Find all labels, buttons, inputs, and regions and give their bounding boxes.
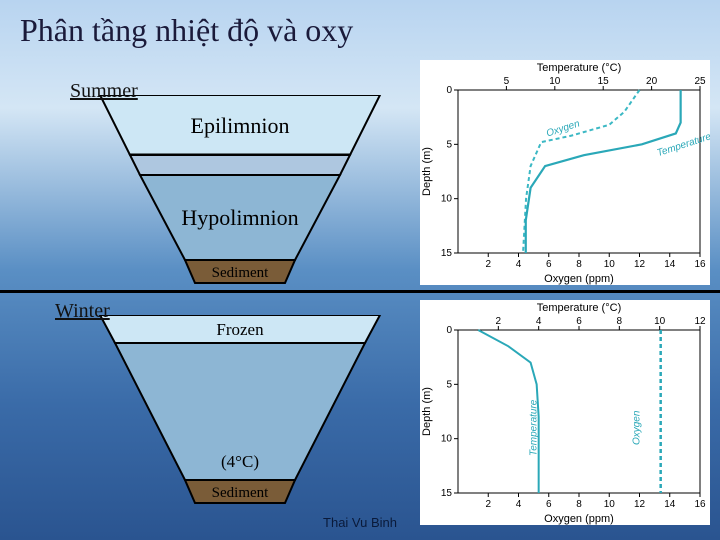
svg-text:2: 2 xyxy=(496,316,502,327)
svg-text:16: 16 xyxy=(694,259,706,270)
svg-text:5: 5 xyxy=(504,76,510,87)
svg-text:2: 2 xyxy=(485,499,491,510)
svg-text:4: 4 xyxy=(516,499,522,510)
svg-text:4: 4 xyxy=(536,316,542,327)
svg-text:Oxygen: Oxygen xyxy=(632,410,643,445)
svg-text:15: 15 xyxy=(598,76,610,87)
svg-text:2: 2 xyxy=(485,259,491,270)
svg-text:Oxygen (ppm): Oxygen (ppm) xyxy=(544,273,614,285)
svg-text:Oxygen: Oxygen xyxy=(545,118,582,139)
summer-stratification-diagram: Epilimnion Hypolimnion Sediment xyxy=(90,95,390,295)
svg-text:Oxygen (ppm): Oxygen (ppm) xyxy=(544,513,614,525)
sediment-summer-label: Sediment xyxy=(212,265,269,281)
svg-text:Temperature: Temperature xyxy=(529,399,540,456)
svg-text:Depth (m): Depth (m) xyxy=(421,147,433,196)
svg-text:8: 8 xyxy=(576,499,582,510)
svg-text:14: 14 xyxy=(664,499,676,510)
hypolimnion-label: Hypolimnion xyxy=(181,205,298,230)
svg-text:8: 8 xyxy=(576,259,582,270)
svg-text:10: 10 xyxy=(604,259,616,270)
svg-text:6: 6 xyxy=(546,499,552,510)
svg-text:Temperature: Temperature xyxy=(656,131,710,159)
winter-stratification-diagram: Frozen (4°C) Sediment xyxy=(90,315,390,525)
svg-text:0: 0 xyxy=(446,325,452,336)
summer-chart: Temperature (°C) 5 10 15 20 25 Oxygen (ppm) 2 4 6… xyxy=(420,60,710,285)
four-c-label: (4°C) xyxy=(221,452,259,471)
svg-text:25: 25 xyxy=(694,76,706,87)
svg-text:12: 12 xyxy=(634,259,646,270)
svg-text:4: 4 xyxy=(516,259,522,270)
season-summer-label: Summer xyxy=(70,80,138,103)
svg-text:Temperature (°C): Temperature (°C) xyxy=(537,302,621,314)
epilimnion-label: Epilimnion xyxy=(191,113,290,138)
svg-text:10: 10 xyxy=(441,194,453,205)
frozen-label: Frozen xyxy=(216,320,264,339)
svg-text:10: 10 xyxy=(441,434,453,445)
season-winter-label: Winter xyxy=(55,300,110,323)
svg-text:Depth (m): Depth (m) xyxy=(421,387,433,436)
svg-text:12: 12 xyxy=(694,316,706,327)
svg-text:8: 8 xyxy=(617,316,623,327)
svg-text:12: 12 xyxy=(634,499,646,510)
svg-text:6: 6 xyxy=(546,259,552,270)
svg-text:14: 14 xyxy=(664,259,676,270)
svg-text:10: 10 xyxy=(654,316,666,327)
svg-text:10: 10 xyxy=(604,499,616,510)
svg-text:Temperature (°C): Temperature (°C) xyxy=(537,62,621,74)
svg-text:6: 6 xyxy=(576,316,582,327)
svg-text:15: 15 xyxy=(441,248,453,259)
slide-title: Phân tầng nhiệt độ và oxy xyxy=(20,12,353,49)
svg-text:20: 20 xyxy=(646,76,658,87)
svg-text:5: 5 xyxy=(446,139,452,150)
svg-text:10: 10 xyxy=(549,76,561,87)
svg-text:16: 16 xyxy=(694,499,706,510)
sediment-winter-label: Sediment xyxy=(212,485,269,501)
svg-text:0: 0 xyxy=(446,85,452,96)
layer-thermocline xyxy=(130,155,350,175)
svg-text:5: 5 xyxy=(446,379,452,390)
svg-text:15: 15 xyxy=(441,488,453,499)
winter-chart: Temperature (°C) 2 4 6 8 10 12 Oxygen (ppm) 2 4 6 8… xyxy=(420,300,710,525)
